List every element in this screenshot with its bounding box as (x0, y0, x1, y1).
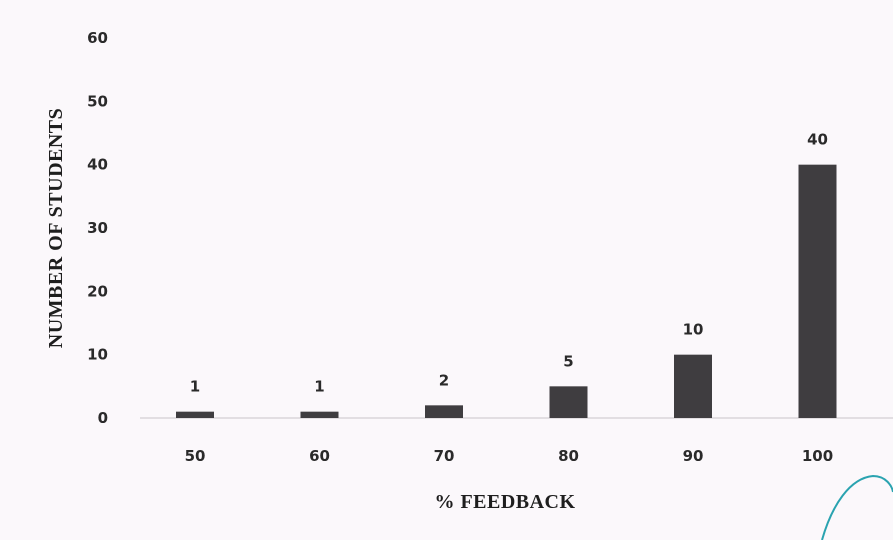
bar-data-label: 5 (563, 352, 573, 370)
bar-data-label: 40 (807, 131, 828, 149)
y-tick-label: 50 (87, 92, 108, 110)
bar (798, 164, 837, 418)
x-tick-label: 90 (683, 447, 704, 465)
bar (549, 386, 588, 418)
bar (425, 405, 463, 418)
y-tick-label: 30 (87, 219, 108, 237)
y-tick-label: 10 (87, 346, 108, 364)
x-tick-label: 80 (558, 447, 579, 465)
y-axis-ticks: 0 10 20 30 40 50 60 (87, 29, 108, 427)
x-axis-title: % FEEDBACK (434, 491, 575, 513)
bar (176, 411, 214, 418)
bar-data-label: 2 (439, 371, 449, 389)
bar-data-label: 10 (683, 321, 704, 339)
x-axis-ticks: 50 60 70 80 90 100 (185, 447, 834, 465)
y-tick-label: 20 (87, 282, 108, 300)
y-tick-label: 40 (87, 156, 108, 174)
x-tick-label: 50 (185, 447, 206, 465)
bar (674, 354, 712, 418)
bar (300, 411, 339, 418)
x-tick-label: 70 (434, 447, 455, 465)
bars: 1 1 2 5 10 40 (176, 131, 837, 418)
y-tick-label: 60 (87, 29, 108, 47)
bar-data-label: 1 (314, 378, 324, 396)
x-tick-label: 100 (802, 447, 833, 465)
y-axis-title: NUMBER OF STUDENTS (45, 108, 67, 349)
x-tick-label: 60 (309, 447, 330, 465)
bar-data-label: 1 (190, 378, 200, 396)
y-tick-label: 0 (98, 409, 108, 427)
pen-stroke-mark (821, 474, 893, 540)
